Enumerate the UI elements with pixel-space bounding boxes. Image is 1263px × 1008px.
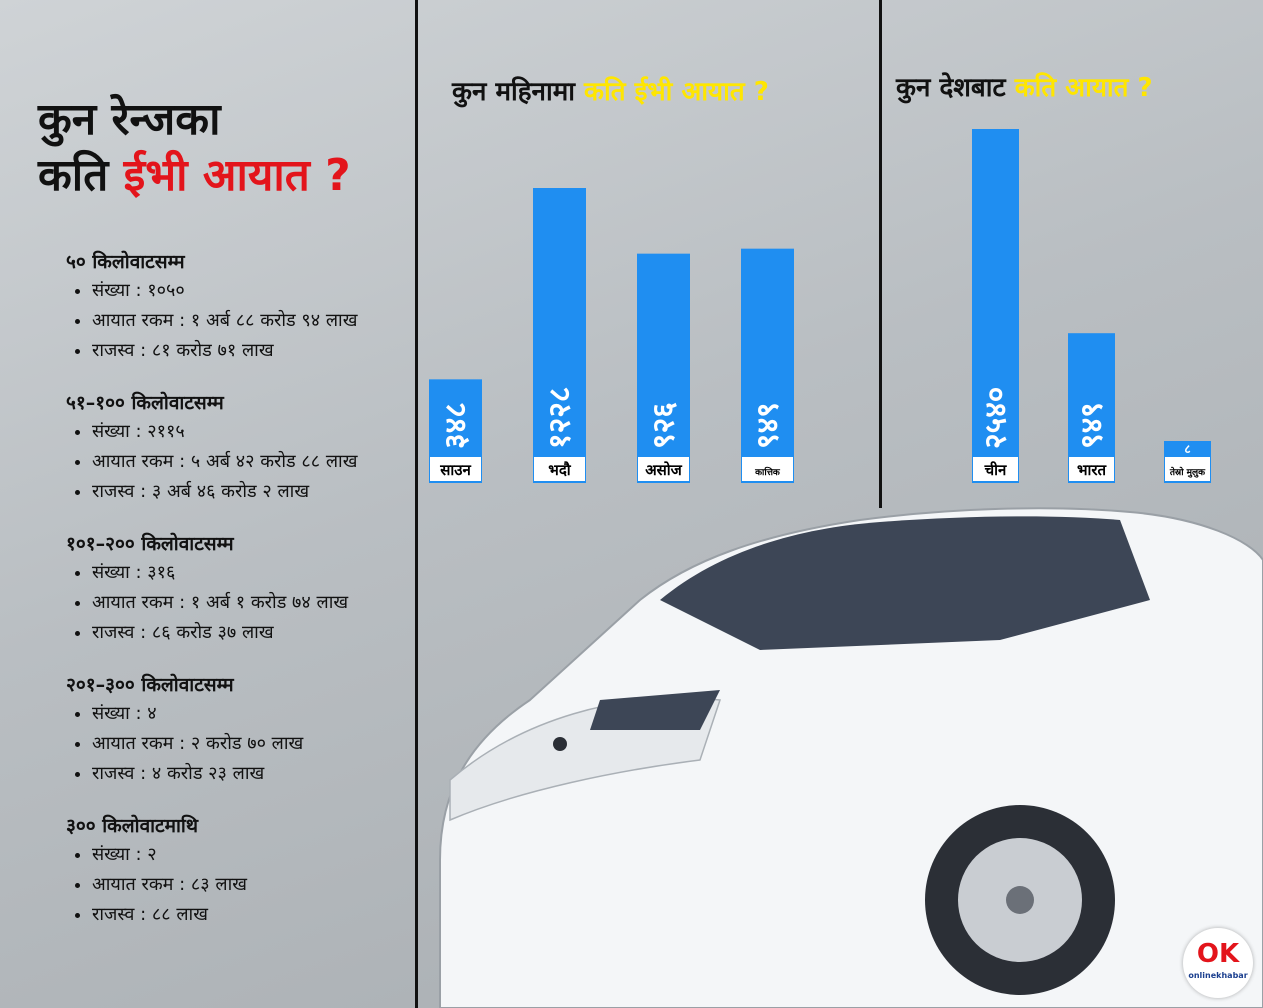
country-chart-title-prefix: कुन देशबाट [896, 73, 1006, 103]
country-bar-chart: चीन २५४० भारत ९४९ तेस्रो मुलुक ८ [972, 129, 1211, 483]
main-title-accent: ईभी आयात ? [123, 150, 351, 201]
range-heading: ५१–१०० किलोवाटसम्म [66, 392, 224, 414]
range-heading: १०१–२०० किलोवाटसम्म [66, 533, 234, 555]
month-value-label: १२२८ [543, 387, 578, 449]
month-chart-title: कुन महिनामा कति ईभी आयात ? [452, 72, 769, 108]
month-category-box [638, 457, 689, 481]
country-value-label: २५४० [979, 387, 1014, 449]
month-category-label: साउन [439, 461, 471, 479]
main-title-line2: कति ईभी आयात ? [38, 148, 351, 204]
range-count: संख्या : २११५ [92, 417, 406, 447]
logo-mark: OK [1196, 939, 1240, 969]
range-count: संख्या : २ [92, 840, 406, 870]
range-list: ५० किलोवाटसम्म संख्या : १०५० आयात रकम : … [66, 248, 406, 953]
range-details: संख्या : २११५ आयात रकम : ५ अर्ब ४२ करोड … [66, 417, 406, 507]
month-category-box [534, 457, 585, 481]
range-heading: ५० किलोवाटसम्म [66, 251, 185, 273]
country-chart-title-accent: कति आयात ? [1014, 73, 1153, 103]
month-chart-title-prefix: कुन महिनामा [452, 77, 575, 107]
month-category-box [430, 457, 481, 481]
range-heading: २०१–३०० किलोवाटसम्म [66, 674, 234, 696]
month-category-label: कात्तिक [754, 466, 781, 478]
country-category-box [1165, 457, 1210, 481]
month-bar [637, 253, 690, 483]
range-details: संख्या : २ आयात रकम : ८३ लाख राजस्व : ८८… [66, 840, 406, 930]
range-heading: ३०० किलोवाटमाथि [66, 815, 198, 837]
range-revenue: राजस्व : ८६ करोड ३७ लाख [92, 618, 406, 648]
country-value-label: ८ [1184, 442, 1190, 456]
range-revenue: राजस्व : ८८ लाख [92, 900, 406, 930]
month-category-label: भदौ [548, 461, 572, 479]
country-category-label: तेस्रो मुलुक [1169, 466, 1206, 478]
range-import-amount: आयात रकम : ५ अर्ब ४२ करोड ८८ लाख [92, 447, 406, 477]
month-value-label: ३४८ [439, 402, 474, 449]
range-details: संख्या : ३१६ आयात रकम : १ अर्ब १ करोड ७४… [66, 558, 406, 648]
range-count: संख्या : १०५० [92, 276, 406, 306]
range-section: ५० किलोवाटसम्म संख्या : १०५० आयात रकम : … [66, 248, 406, 366]
range-section: २०१–३०० किलोवाटसम्म संख्या : ४ आयात रकम … [66, 671, 406, 789]
month-bar-chart: साउन ३४८ भदौ १२२८ असोज ९२६ कात्तिक ९४९ [429, 188, 794, 483]
month-category-label: असोज [645, 461, 682, 479]
main-title-line1: कुन रेन्जका [38, 94, 221, 145]
range-revenue: राजस्व : ८१ करोड ७१ लाख [92, 336, 406, 366]
range-count: संख्या : ४ [92, 699, 406, 729]
month-bar [533, 188, 586, 483]
range-import-amount: आयात रकम : १ अर्ब ८८ करोड ९४ लाख [92, 306, 406, 336]
month-value-label: ९४९ [751, 402, 786, 449]
month-bar [741, 248, 794, 483]
main-title: कुन रेन्जका कति ईभी आयात ? [38, 92, 351, 204]
range-count: संख्या : ३१६ [92, 558, 406, 588]
country-category-label: चीन [984, 461, 1007, 479]
range-details: संख्या : ४ आयात रकम : २ करोड ७० लाख राजस… [66, 699, 406, 789]
logo-text: onlinekhabar [1188, 971, 1248, 980]
divider-left [415, 0, 418, 1008]
divider-middle [879, 0, 882, 508]
range-section: १०१–२०० किलोवाटसम्म संख्या : ३१६ आयात रक… [66, 530, 406, 648]
country-category-box [1069, 457, 1114, 481]
range-revenue: राजस्व : ३ अर्ब ४६ करोड २ लाख [92, 477, 406, 507]
country-category-box [973, 457, 1018, 481]
month-value-label: ९२६ [647, 402, 682, 449]
country-chart-title: कुन देशबाट कति आयात ? [896, 68, 1153, 104]
month-category-box [742, 457, 793, 481]
country-category-label: भारत [1077, 461, 1108, 479]
range-import-amount: आयात रकम : २ करोड ७० लाख [92, 729, 406, 759]
range-revenue: राजस्व : ४ करोड २३ लाख [92, 759, 406, 789]
range-import-amount: आयात रकम : १ अर्ब १ करोड ७४ लाख [92, 588, 406, 618]
country-value-label: ९४९ [1075, 402, 1110, 449]
main-title-prefix: कति [38, 150, 109, 201]
onlinekhabar-logo: OK onlinekhabar [1183, 928, 1253, 998]
range-section: ३०० किलोवाटमाथि संख्या : २ आयात रकम : ८३… [66, 812, 406, 930]
country-bar [972, 129, 1019, 483]
range-details: संख्या : १०५० आयात रकम : १ अर्ब ८८ करोड … [66, 276, 406, 366]
range-import-amount: आयात रकम : ८३ लाख [92, 870, 406, 900]
month-chart-title-accent: कति ईभी आयात ? [584, 77, 769, 107]
range-section: ५१–१०० किलोवाटसम्म संख्या : २११५ आयात रक… [66, 389, 406, 507]
